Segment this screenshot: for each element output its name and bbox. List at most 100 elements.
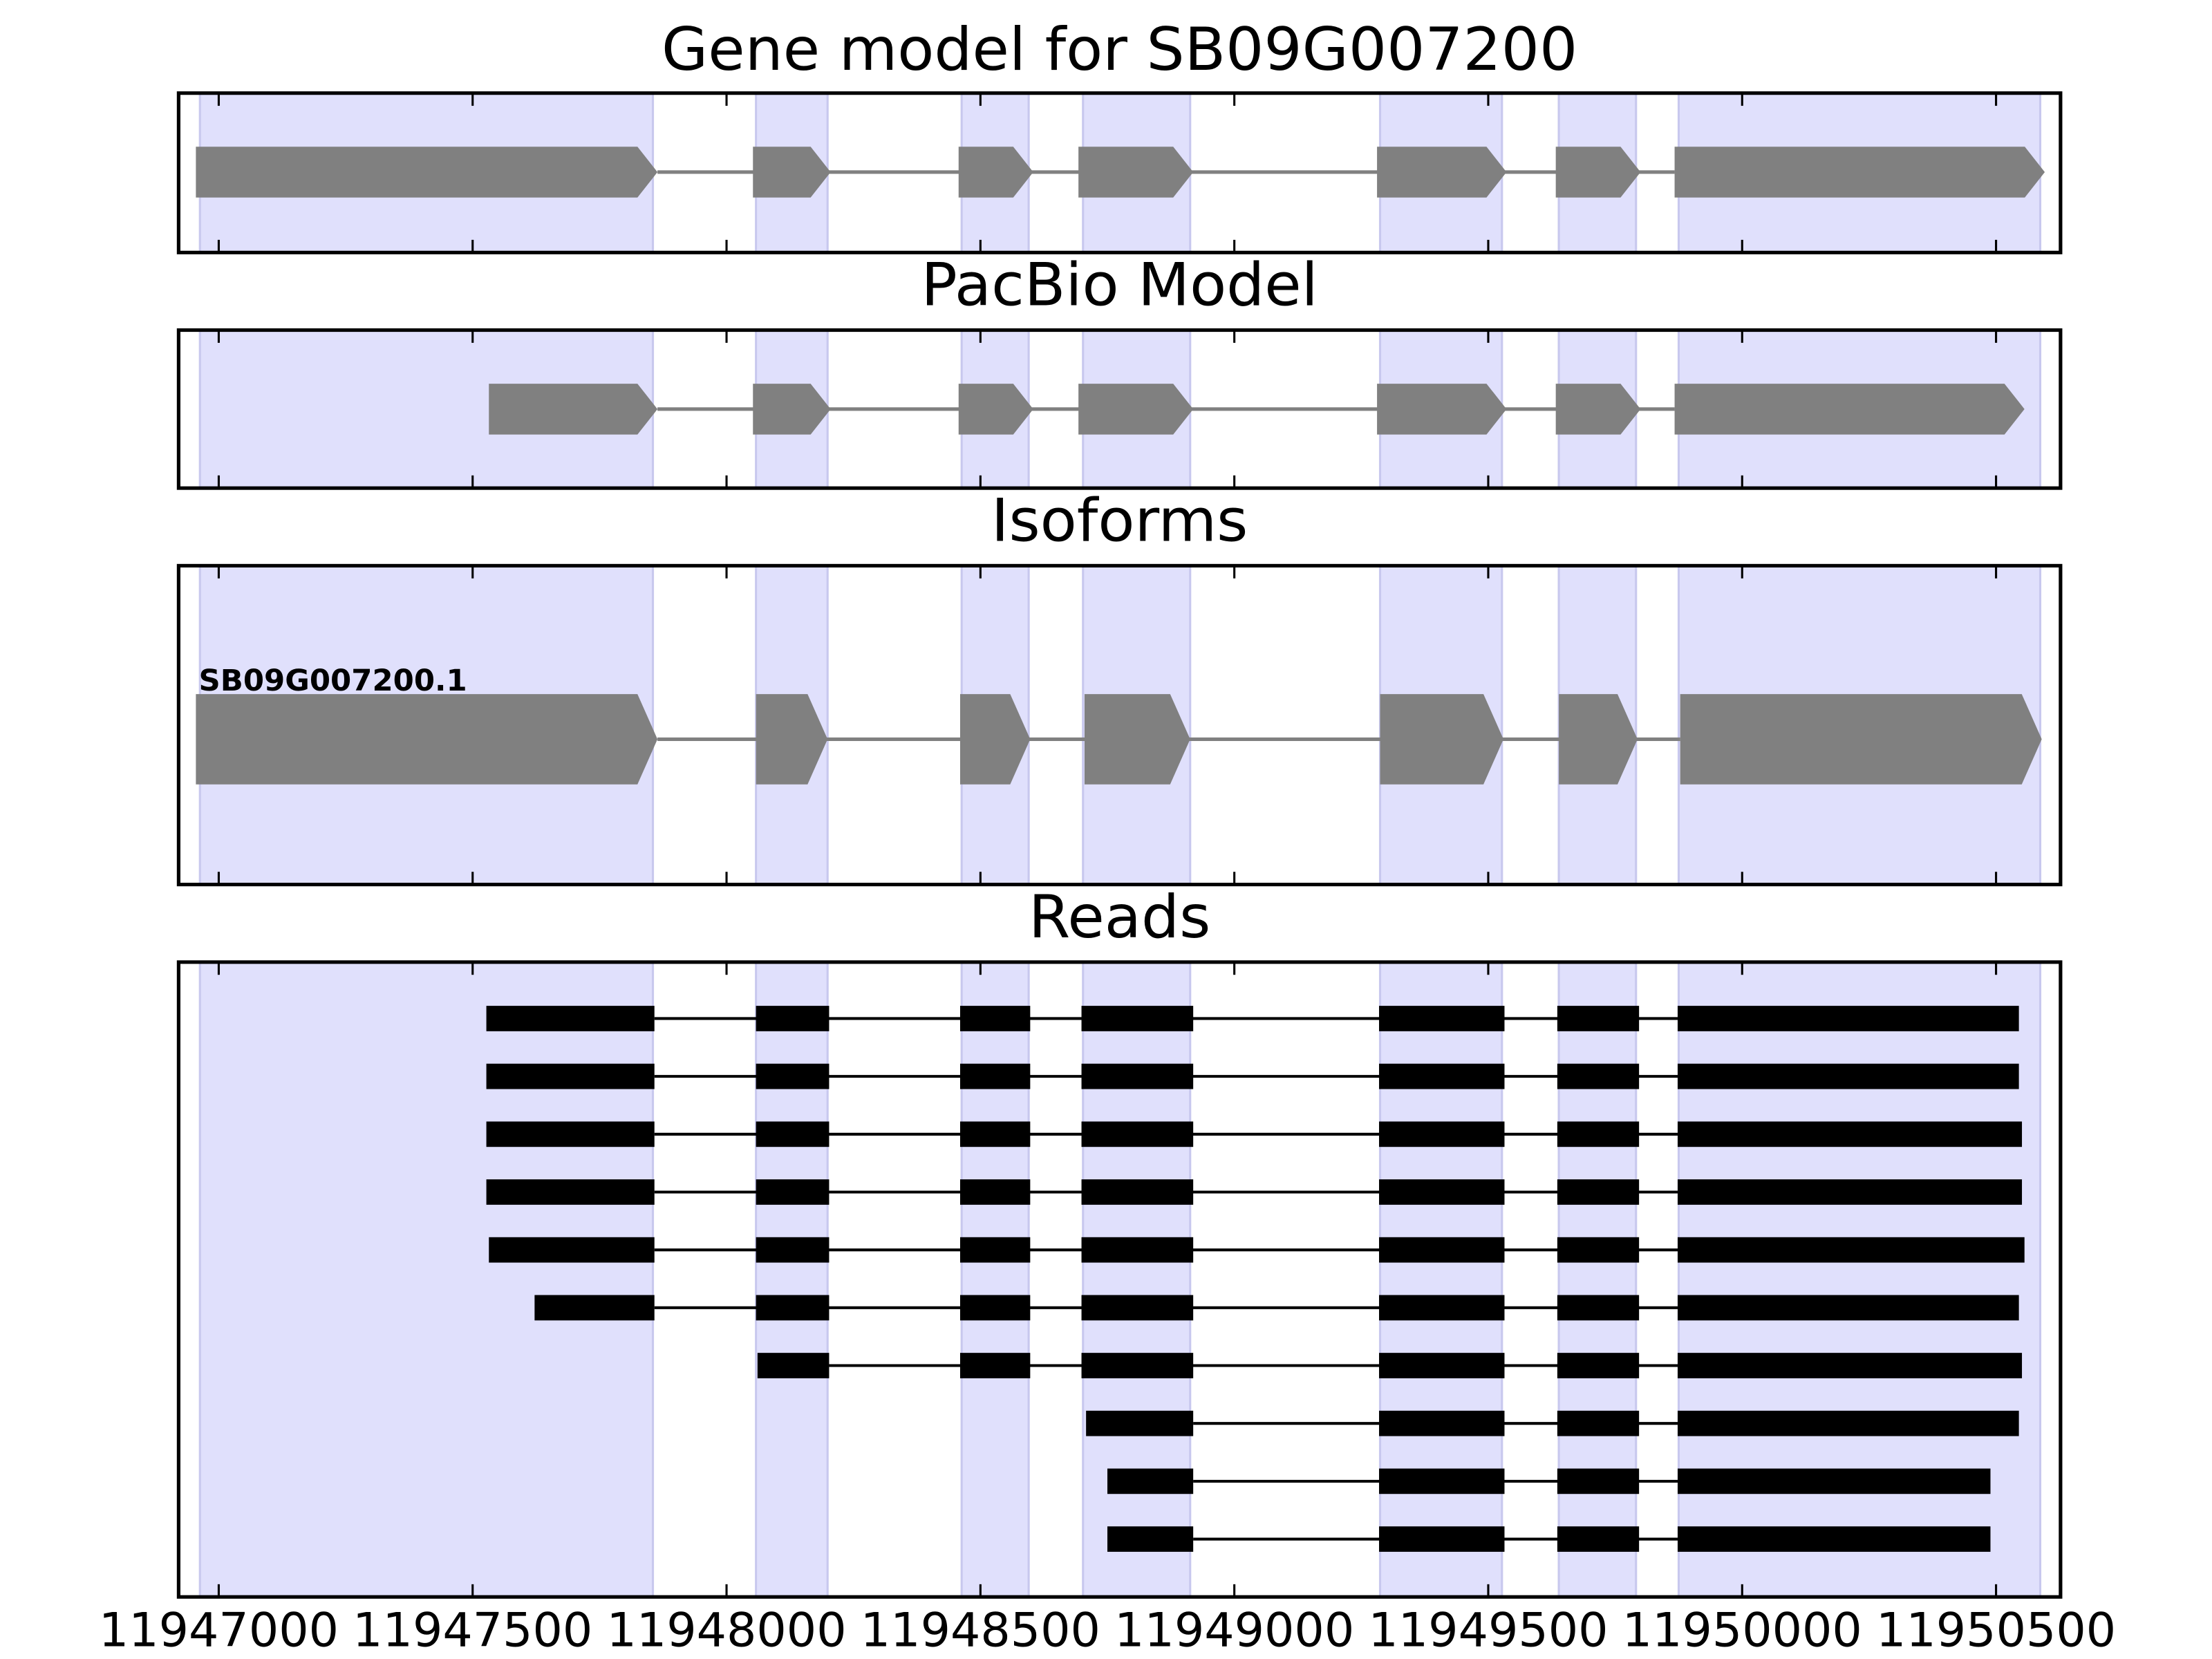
read-block (959, 1295, 1031, 1321)
read-block (1379, 1468, 1505, 1494)
exon (756, 694, 828, 785)
read-block (959, 1121, 1031, 1147)
read-block (1081, 1237, 1194, 1263)
read-block (1379, 1006, 1505, 1031)
read-block (1557, 1468, 1640, 1494)
read-block (486, 1006, 655, 1031)
x-tick-label: 11950000 (1622, 1603, 1862, 1658)
read-block (1107, 1468, 1194, 1494)
exon (959, 694, 1031, 785)
read-block (486, 1063, 655, 1089)
read-block (1557, 1295, 1640, 1321)
read-block (1081, 1121, 1194, 1147)
x-tick-label: 11947500 (353, 1603, 592, 1658)
exon (1680, 694, 2042, 785)
exon (1674, 384, 2025, 435)
exon (1555, 147, 1641, 198)
exon (958, 384, 1033, 435)
read-block (756, 1295, 830, 1321)
exon (753, 384, 831, 435)
read-block (959, 1006, 1031, 1031)
exon (1377, 147, 1507, 198)
panel-title: Reads (1029, 883, 1210, 951)
read-block (1379, 1063, 1505, 1089)
read-block (1081, 1179, 1194, 1205)
read-block (1081, 1295, 1194, 1321)
read-block (757, 1353, 830, 1378)
read-block (1107, 1526, 1194, 1552)
read-block (1557, 1063, 1640, 1089)
exon (489, 384, 658, 435)
read-block (1379, 1526, 1505, 1552)
read-block (1677, 1295, 2019, 1321)
read-block (1677, 1353, 2023, 1378)
exon (1559, 694, 1638, 785)
exon (1084, 694, 1190, 785)
read-block (1677, 1121, 2023, 1147)
exon (196, 147, 658, 198)
read-block (1379, 1121, 1505, 1147)
read-block (1379, 1353, 1505, 1378)
exon (1377, 384, 1507, 435)
panel-title: Isoforms (991, 487, 1248, 555)
read-block (756, 1237, 830, 1263)
exon-region (1378, 961, 1503, 1598)
read-block (1379, 1237, 1505, 1263)
exon (1380, 694, 1504, 785)
exon-region (1557, 961, 1638, 1598)
read-block (756, 1063, 830, 1089)
panel-title: PacBio Model (921, 251, 1318, 319)
panel-frame (176, 563, 2063, 887)
read-block (534, 1295, 655, 1321)
read-block (1677, 1179, 2023, 1205)
exon (1555, 384, 1641, 435)
read-block (1557, 1121, 1640, 1147)
read-block (1677, 1063, 2019, 1089)
read-block (1081, 1063, 1194, 1089)
read-block (756, 1006, 830, 1031)
panel-title: Gene model for SB09G007200 (662, 15, 1577, 84)
exon-region (755, 961, 829, 1598)
x-tick-label: 11949000 (1114, 1603, 1354, 1658)
read-block (959, 1063, 1031, 1089)
exon (196, 694, 658, 785)
exon-region (1677, 961, 2042, 1598)
read-block (1557, 1526, 1640, 1552)
read-block (1379, 1410, 1505, 1436)
read-block (489, 1237, 655, 1263)
x-tick-label: 11949500 (1368, 1603, 1608, 1658)
panel-frame (176, 960, 2063, 1599)
read-block (1081, 1353, 1194, 1378)
read-block (1677, 1237, 2025, 1263)
read-block (1677, 1410, 2019, 1436)
read-block (1379, 1179, 1505, 1205)
read-block (1557, 1410, 1640, 1436)
read-block (486, 1179, 655, 1205)
exon-region (1082, 961, 1192, 1598)
exon-region (960, 961, 1030, 1598)
x-tick-label: 11947000 (99, 1603, 339, 1658)
panel-frame (176, 328, 2063, 490)
panel-frame (176, 91, 2063, 254)
read-block (1557, 1006, 1640, 1031)
x-tick-label: 11948500 (861, 1603, 1100, 1658)
x-tick-label: 11948000 (606, 1603, 846, 1658)
exon (1674, 147, 2045, 198)
read-block (756, 1179, 830, 1205)
read-block (1677, 1006, 2019, 1031)
read-block (1677, 1468, 1991, 1494)
read-block (1557, 1237, 1640, 1263)
read-block (1081, 1006, 1194, 1031)
read-block (1557, 1179, 1640, 1205)
exon (753, 147, 831, 198)
read-block (959, 1353, 1031, 1378)
read-block (756, 1121, 830, 1147)
exon (958, 147, 1033, 198)
exon-region (198, 961, 655, 1598)
read-block (1379, 1295, 1505, 1321)
read-block (959, 1237, 1031, 1263)
read-block (1677, 1526, 1991, 1552)
x-tick-label: 11950500 (1876, 1603, 2116, 1658)
